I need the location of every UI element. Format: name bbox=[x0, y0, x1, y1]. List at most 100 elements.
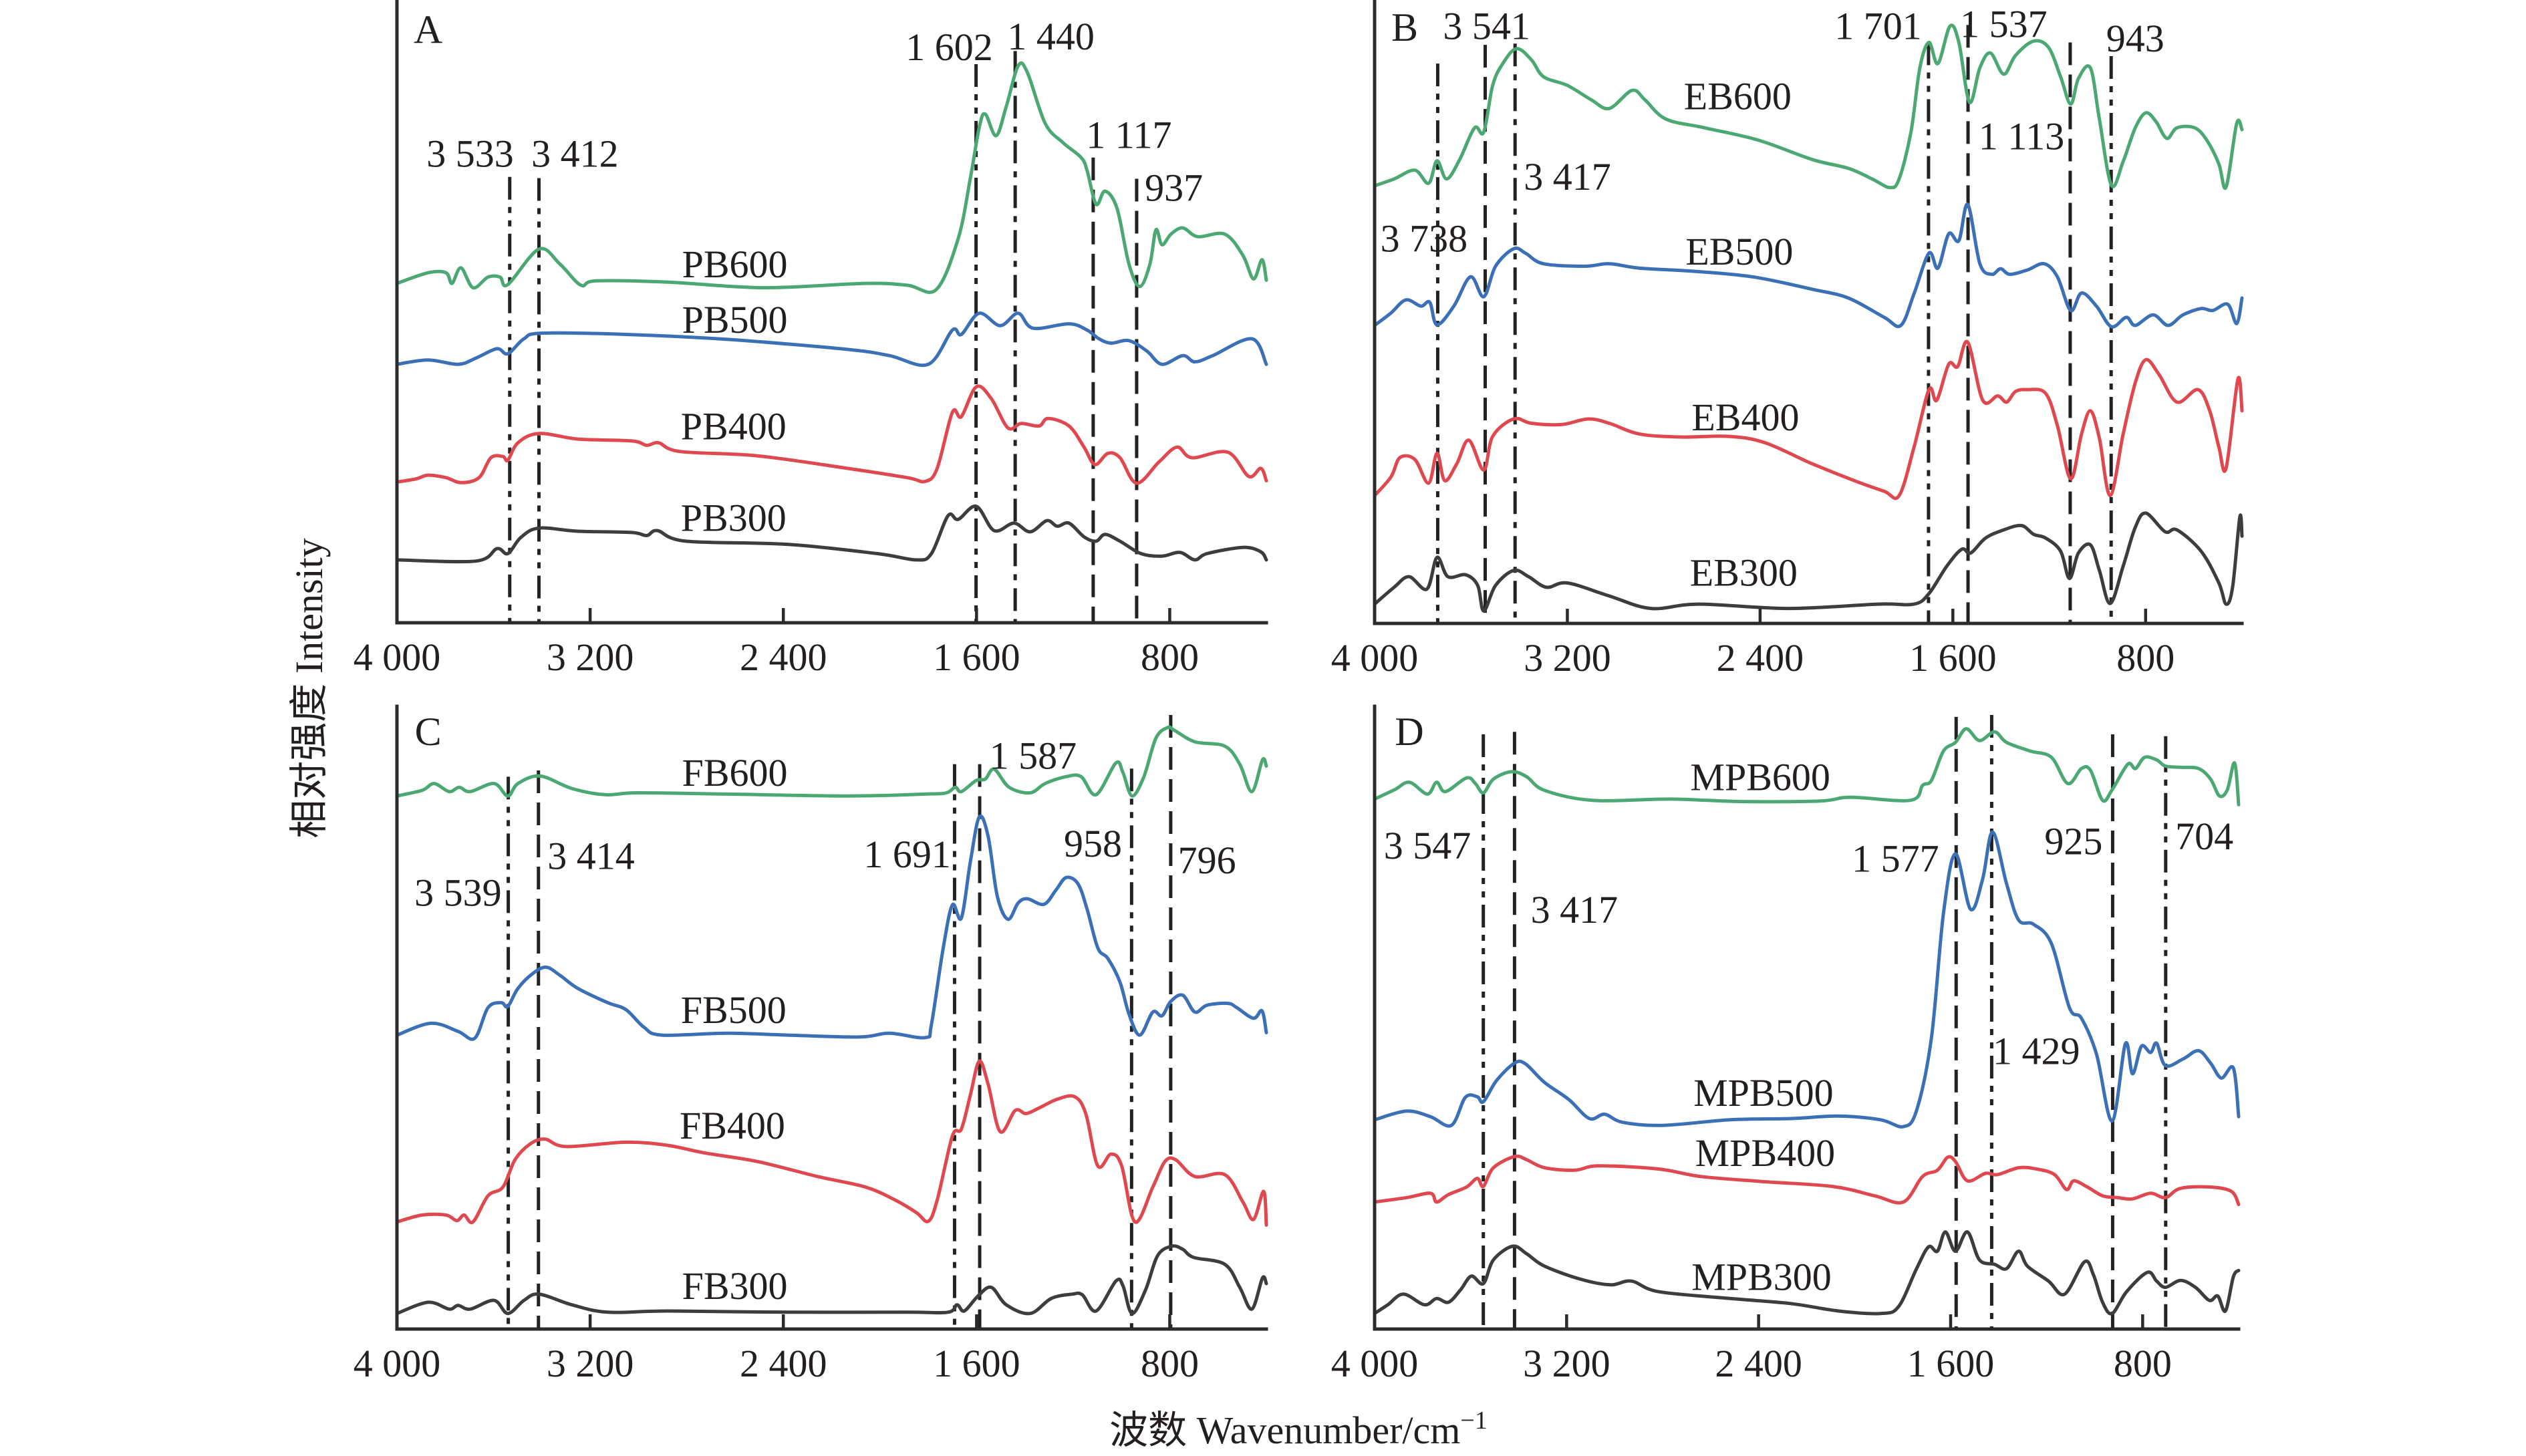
peak-label-3541: 3 541 bbox=[1443, 4, 1530, 47]
peak-label-3547: 3 547 bbox=[1384, 824, 1471, 867]
peak-label-1113: 1 113 bbox=[1979, 114, 2064, 158]
x-tick-label-3200: 3 200 bbox=[547, 635, 634, 679]
series-lines-C bbox=[395, 725, 1268, 1316]
peak-label-3539: 3 539 bbox=[414, 871, 502, 915]
series-FB500-line bbox=[395, 814, 1268, 1041]
annotation-lines-D bbox=[1482, 715, 2168, 1329]
series-label-FB600: FB600 bbox=[682, 751, 788, 794]
series-MPB400-line bbox=[1373, 1154, 2241, 1207]
x-tick-label-4000: 4 000 bbox=[1331, 636, 1419, 680]
series-lines-A bbox=[395, 61, 1268, 564]
peak-label-1691: 1 691 bbox=[863, 833, 951, 876]
series-EB500-line bbox=[1373, 202, 2244, 329]
series-label-FB300: FB300 bbox=[682, 1264, 788, 1308]
series-label-MPB300: MPB300 bbox=[1691, 1256, 1832, 1299]
peak-label-3414: 3 414 bbox=[547, 835, 635, 878]
panel-label-A: A bbox=[414, 8, 442, 52]
peak-label-3417: 3 417 bbox=[1531, 888, 1619, 931]
series-labels-A: PB600 PB500 PB400 PB300 bbox=[681, 243, 788, 539]
peak-labels-B: 3 738 3 541 3 417 1 701 1 537 1 113 943 bbox=[1381, 2, 2164, 260]
x-tick-label-800: 800 bbox=[2114, 1342, 2172, 1385]
series-label-FB500: FB500 bbox=[681, 988, 787, 1032]
series-PB600-line bbox=[395, 61, 1268, 294]
series-EB300-line bbox=[1373, 511, 2244, 613]
series-labels-B: EB600 EB500 EB400 EB300 bbox=[1684, 75, 1800, 595]
peak-label-1577: 1 577 bbox=[1852, 837, 1939, 880]
series-PB500-line bbox=[395, 311, 1268, 368]
axes-B: 4 000 3 200 2 400 1 600 800 bbox=[1331, 0, 2244, 680]
series-FB600-line bbox=[395, 725, 1268, 798]
series-FB300-line bbox=[395, 1244, 1268, 1316]
series-EB600-line bbox=[1373, 23, 2244, 190]
series-FB400-line bbox=[395, 1059, 1268, 1227]
x-axis-title-superscript: −1 bbox=[1460, 1407, 1487, 1435]
x-tick-label-4000: 4 000 bbox=[354, 635, 441, 679]
peak-label-1587: 1 587 bbox=[990, 734, 1077, 778]
y-axis-title: 相对强度 Intensity bbox=[287, 538, 331, 838]
axes-C: 4 000 3 200 2 400 1 600 800 bbox=[354, 704, 1268, 1385]
panel-B: 4 000 3 200 2 400 1 600 800BEB600EB500EB400E… bbox=[1331, 0, 2244, 680]
series-label-PB400: PB400 bbox=[681, 404, 787, 448]
peak-label-943: 943 bbox=[2106, 17, 2164, 60]
peak-label-1117: 1 117 bbox=[1086, 113, 1171, 156]
peak-label-925: 925 bbox=[2044, 819, 2102, 863]
x-tick-label-4000: 4 000 bbox=[1331, 1342, 1419, 1385]
series-labels-C: FB600 FB500 FB400 FB300 bbox=[680, 751, 788, 1308]
peak-labels-D: 3 547 3 417 1 577 1 429 925 704 bbox=[1384, 815, 2233, 1073]
series-MPB600-line bbox=[1373, 727, 2241, 807]
panel-label-C: C bbox=[415, 710, 442, 754]
panel-D: 4 000 3 200 2 400 1 600 800 D MPB600 MPB500 MPB4… bbox=[1331, 704, 2241, 1385]
series-label-EB300: EB300 bbox=[1690, 551, 1798, 594]
series-label-PB500: PB500 bbox=[682, 298, 788, 341]
series-label-PB300: PB300 bbox=[681, 496, 787, 539]
series-label-MPB400: MPB400 bbox=[1695, 1131, 1836, 1175]
series-label-EB400: EB400 bbox=[1691, 396, 1799, 439]
peak-label-1602: 1 602 bbox=[905, 25, 993, 69]
peak-label-3738: 3 738 bbox=[1381, 216, 1468, 260]
peak-label-1429: 1 429 bbox=[1993, 1029, 2080, 1072]
axes-D: 4 000 3 200 2 400 1 600 800 bbox=[1331, 704, 2241, 1385]
x-tick-label-1600: 1 600 bbox=[1907, 1342, 1995, 1385]
series-PB400-line bbox=[395, 384, 1268, 485]
x-tick-label-2400: 2 400 bbox=[740, 1342, 827, 1385]
x-tick-label-1600: 1 600 bbox=[1909, 636, 1997, 680]
peak-label-937: 937 bbox=[1145, 166, 1203, 210]
series-PB300-line bbox=[395, 504, 1268, 564]
x-tick-label-4000: 4 000 bbox=[354, 1342, 441, 1385]
peak-label-704: 704 bbox=[2175, 815, 2233, 858]
x-tick-label-800: 800 bbox=[2116, 636, 2174, 680]
series-label-MPB600: MPB600 bbox=[1690, 755, 1830, 798]
panel-label-B: B bbox=[1391, 5, 1418, 49]
x-tick-label-3200: 3 200 bbox=[1524, 636, 1611, 680]
x-tick-label-2400: 2 400 bbox=[740, 635, 827, 679]
x-tick-label-2400: 2 400 bbox=[1717, 636, 1804, 680]
series-label-PB600: PB600 bbox=[682, 243, 788, 286]
series-lines-D bbox=[1373, 727, 2241, 1316]
series-label-EB500: EB500 bbox=[1685, 230, 1793, 273]
series-EB400-line bbox=[1373, 339, 2244, 500]
panel-label-D: D bbox=[1395, 710, 1423, 754]
x-tick-label-1600: 1 600 bbox=[933, 1342, 1020, 1385]
peak-label-1537: 1 537 bbox=[1960, 2, 2048, 45]
x-tick-label-2400: 2 400 bbox=[1715, 1342, 1802, 1385]
panel-A: 4 000 3 200 2 400 1 600 800APB600PB500PB400P… bbox=[354, 0, 1268, 679]
peak-label-796: 796 bbox=[1178, 839, 1236, 882]
series-labels-D: MPB600 MPB500 MPB400 MPB300 bbox=[1690, 755, 1835, 1298]
annotation-lines-B bbox=[1435, 25, 2113, 623]
x-axis-title-text: 波数 Wavenumber/cm bbox=[1109, 1409, 1460, 1452]
peak-labels-A: 3 533 3 412 1 602 1 440 1 117 937 bbox=[426, 15, 1203, 209]
x-tick-label-800: 800 bbox=[1141, 1342, 1199, 1385]
annotation-lines-C bbox=[507, 715, 1173, 1329]
peak-label-3412: 3 412 bbox=[531, 132, 619, 175]
series-label-MPB500: MPB500 bbox=[1693, 1071, 1834, 1115]
axes-A: 4 000 3 200 2 400 1 600 800 bbox=[354, 0, 1268, 679]
x-tick-label-1600: 1 600 bbox=[933, 635, 1020, 679]
peak-label-3533: 3 533 bbox=[426, 132, 514, 175]
x-tick-label-800: 800 bbox=[1141, 635, 1199, 679]
x-tick-label-3200: 3 200 bbox=[1523, 1342, 1610, 1385]
x-tick-label-3200: 3 200 bbox=[547, 1342, 634, 1385]
series-label-EB600: EB600 bbox=[1684, 75, 1792, 118]
series-MPB300-line bbox=[1373, 1230, 2241, 1316]
